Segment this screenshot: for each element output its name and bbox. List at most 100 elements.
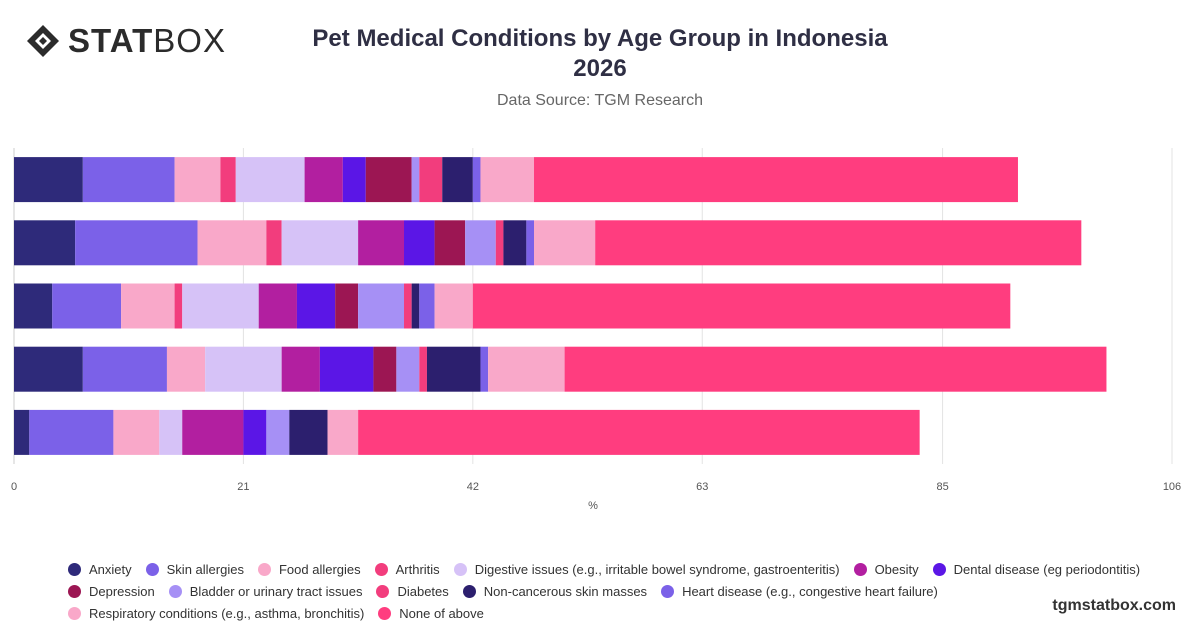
chart-subtitle: Data Source: TGM Research bbox=[496, 92, 703, 109]
legend-label: Bladder or urinary tract issues bbox=[189, 583, 363, 599]
legend-swatch-icon bbox=[376, 584, 390, 598]
bar-segment bbox=[166, 346, 206, 392]
legend-row: Respiratory conditions (e.g., asthma, br… bbox=[68, 602, 1168, 624]
bar-segment bbox=[404, 220, 435, 266]
bar-segment bbox=[14, 409, 30, 455]
bar-segment bbox=[411, 157, 420, 203]
bar-segment bbox=[29, 409, 114, 455]
bar-segment bbox=[358, 409, 920, 455]
bar-segment bbox=[373, 346, 397, 392]
legend-item[interactable]: Depression bbox=[68, 584, 155, 599]
x-tick-label: 42 bbox=[467, 481, 479, 493]
bar-segment bbox=[503, 220, 527, 266]
chart-title-line1: Pet Medical Conditions by Age Group in I… bbox=[312, 25, 888, 52]
bar-segment bbox=[480, 157, 535, 203]
legend-row: Depression Bladder or urinary tract issue… bbox=[68, 580, 1168, 602]
bar-segment bbox=[205, 346, 282, 392]
bar-segment bbox=[182, 409, 244, 455]
legend-item[interactable]: Diabetes bbox=[376, 583, 449, 599]
bar-segment bbox=[281, 346, 320, 392]
bar-segment bbox=[281, 220, 359, 266]
legend-swatch-icon bbox=[68, 584, 81, 598]
chart-title-line2: 2026 bbox=[573, 55, 627, 82]
bar-segment bbox=[526, 220, 535, 266]
bar-segment bbox=[319, 346, 374, 392]
legend-item[interactable]: None of above bbox=[378, 606, 484, 621]
bar-segment bbox=[174, 283, 183, 329]
chart-legend: Anxiety Skin allergies Food allergies Arthr… bbox=[68, 558, 1168, 624]
legend-swatch-icon bbox=[853, 562, 867, 576]
legend-item[interactable]: Heart disease (e.g., congestive heart fa… bbox=[661, 584, 938, 599]
legend-label: Diabetes bbox=[397, 583, 449, 599]
legend-label: Non-cancerous skin masses bbox=[483, 583, 648, 599]
bar-segment bbox=[434, 220, 466, 266]
legend-label: Arthritis bbox=[395, 561, 440, 577]
bar-segment bbox=[289, 409, 328, 455]
bar-segment bbox=[595, 220, 1082, 266]
x-tick-label: 85 bbox=[936, 481, 948, 493]
bar-segment bbox=[342, 157, 366, 203]
bar-segment bbox=[564, 346, 1107, 392]
bar-segment bbox=[14, 220, 76, 266]
bar-chart: 0 21 42 63 85 106% bbox=[11, 148, 1181, 512]
logo-text: STATBOX bbox=[68, 22, 226, 60]
legend-swatch-icon bbox=[453, 562, 467, 576]
legend-label: Obesity bbox=[874, 561, 919, 577]
legend-item[interactable]: Bladder or urinary tract issues bbox=[168, 583, 363, 599]
bar-segment bbox=[534, 157, 1018, 203]
legend-swatch-icon bbox=[932, 562, 946, 576]
logo: STATBOX bbox=[26, 22, 226, 60]
legend-label: Digestive issues (e.g., irritable bowel … bbox=[474, 561, 840, 577]
legend-label: Depression bbox=[89, 583, 155, 599]
bar-segment bbox=[465, 220, 496, 266]
x-tick-label: 63 bbox=[696, 481, 708, 493]
bar-segment bbox=[472, 283, 1011, 329]
legend-item[interactable]: Obesity bbox=[853, 561, 919, 577]
bar-segment bbox=[220, 157, 236, 203]
bar-segment bbox=[358, 283, 405, 329]
bar-segment bbox=[75, 220, 198, 266]
legend-label: Anxiety bbox=[89, 561, 132, 577]
bar-segment bbox=[52, 283, 122, 329]
legend-item[interactable]: Respiratory conditions (e.g., asthma, br… bbox=[68, 606, 364, 621]
legend-item[interactable]: Non-cancerous skin masses bbox=[462, 583, 648, 599]
x-tick-label: 0 bbox=[11, 481, 17, 493]
bar-segment bbox=[472, 157, 481, 203]
bar-segment bbox=[404, 283, 412, 329]
legend-swatch-icon bbox=[68, 606, 81, 620]
chart-title: Pet Medical Conditions by Age Group in I… bbox=[300, 24, 900, 84]
footer-website: tgmstatbox.com bbox=[1052, 597, 1176, 614]
bar-segment bbox=[335, 283, 359, 329]
bar-segment bbox=[296, 283, 336, 329]
x-axis-label: % bbox=[588, 500, 598, 512]
bar-segment bbox=[14, 283, 53, 329]
bar-segment bbox=[396, 346, 420, 392]
bar-segment bbox=[495, 220, 504, 266]
bar-segment bbox=[121, 283, 175, 329]
bar-segment bbox=[266, 220, 282, 266]
legend-swatch-icon bbox=[374, 562, 388, 576]
bar-segment bbox=[14, 157, 83, 203]
legend-row: Anxiety Skin allergies Food allergies Arthr… bbox=[68, 558, 1168, 580]
bar-segment bbox=[419, 157, 443, 203]
legend-item[interactable]: Arthritis bbox=[374, 561, 440, 577]
legend-item[interactable]: Skin allergies bbox=[145, 561, 244, 577]
legend-label: Skin allergies bbox=[166, 561, 244, 577]
bar-segment bbox=[266, 409, 290, 455]
bar-segment bbox=[304, 157, 343, 203]
bar-segment bbox=[327, 409, 359, 455]
bar-segment bbox=[182, 283, 259, 329]
bar-segment bbox=[488, 346, 565, 392]
bar-segment bbox=[14, 346, 83, 392]
legend-label: Heart disease (e.g., congestive heart fa… bbox=[682, 583, 938, 599]
legend-item[interactable]: Food allergies bbox=[257, 562, 361, 577]
legend-swatch-icon bbox=[661, 584, 675, 598]
legend-label: Dental disease (eg periodontitis) bbox=[953, 561, 1141, 577]
logo-text-light: BOX bbox=[153, 22, 226, 59]
legend-item[interactable]: Dental disease (eg periodontitis) bbox=[932, 561, 1141, 577]
bar-segment bbox=[82, 346, 167, 392]
legend-item[interactable]: Digestive issues (e.g., irritable bowel … bbox=[453, 561, 840, 577]
bar-segment bbox=[174, 157, 221, 203]
legend-item[interactable]: Anxiety bbox=[68, 562, 132, 577]
diamond-logo-icon bbox=[27, 25, 59, 57]
